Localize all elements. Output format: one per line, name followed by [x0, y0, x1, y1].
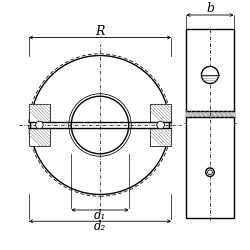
Bar: [150, 104, 171, 122]
Circle shape: [202, 66, 218, 84]
Text: d₂: d₂: [94, 220, 106, 233]
Circle shape: [206, 168, 214, 176]
Bar: [186, 29, 234, 218]
Bar: [29, 104, 50, 122]
Text: R: R: [95, 25, 105, 38]
Text: b: b: [206, 2, 214, 15]
Bar: [150, 128, 171, 146]
Circle shape: [157, 121, 164, 129]
Circle shape: [36, 121, 43, 129]
Bar: [29, 128, 50, 146]
Text: d₁: d₁: [94, 209, 106, 222]
